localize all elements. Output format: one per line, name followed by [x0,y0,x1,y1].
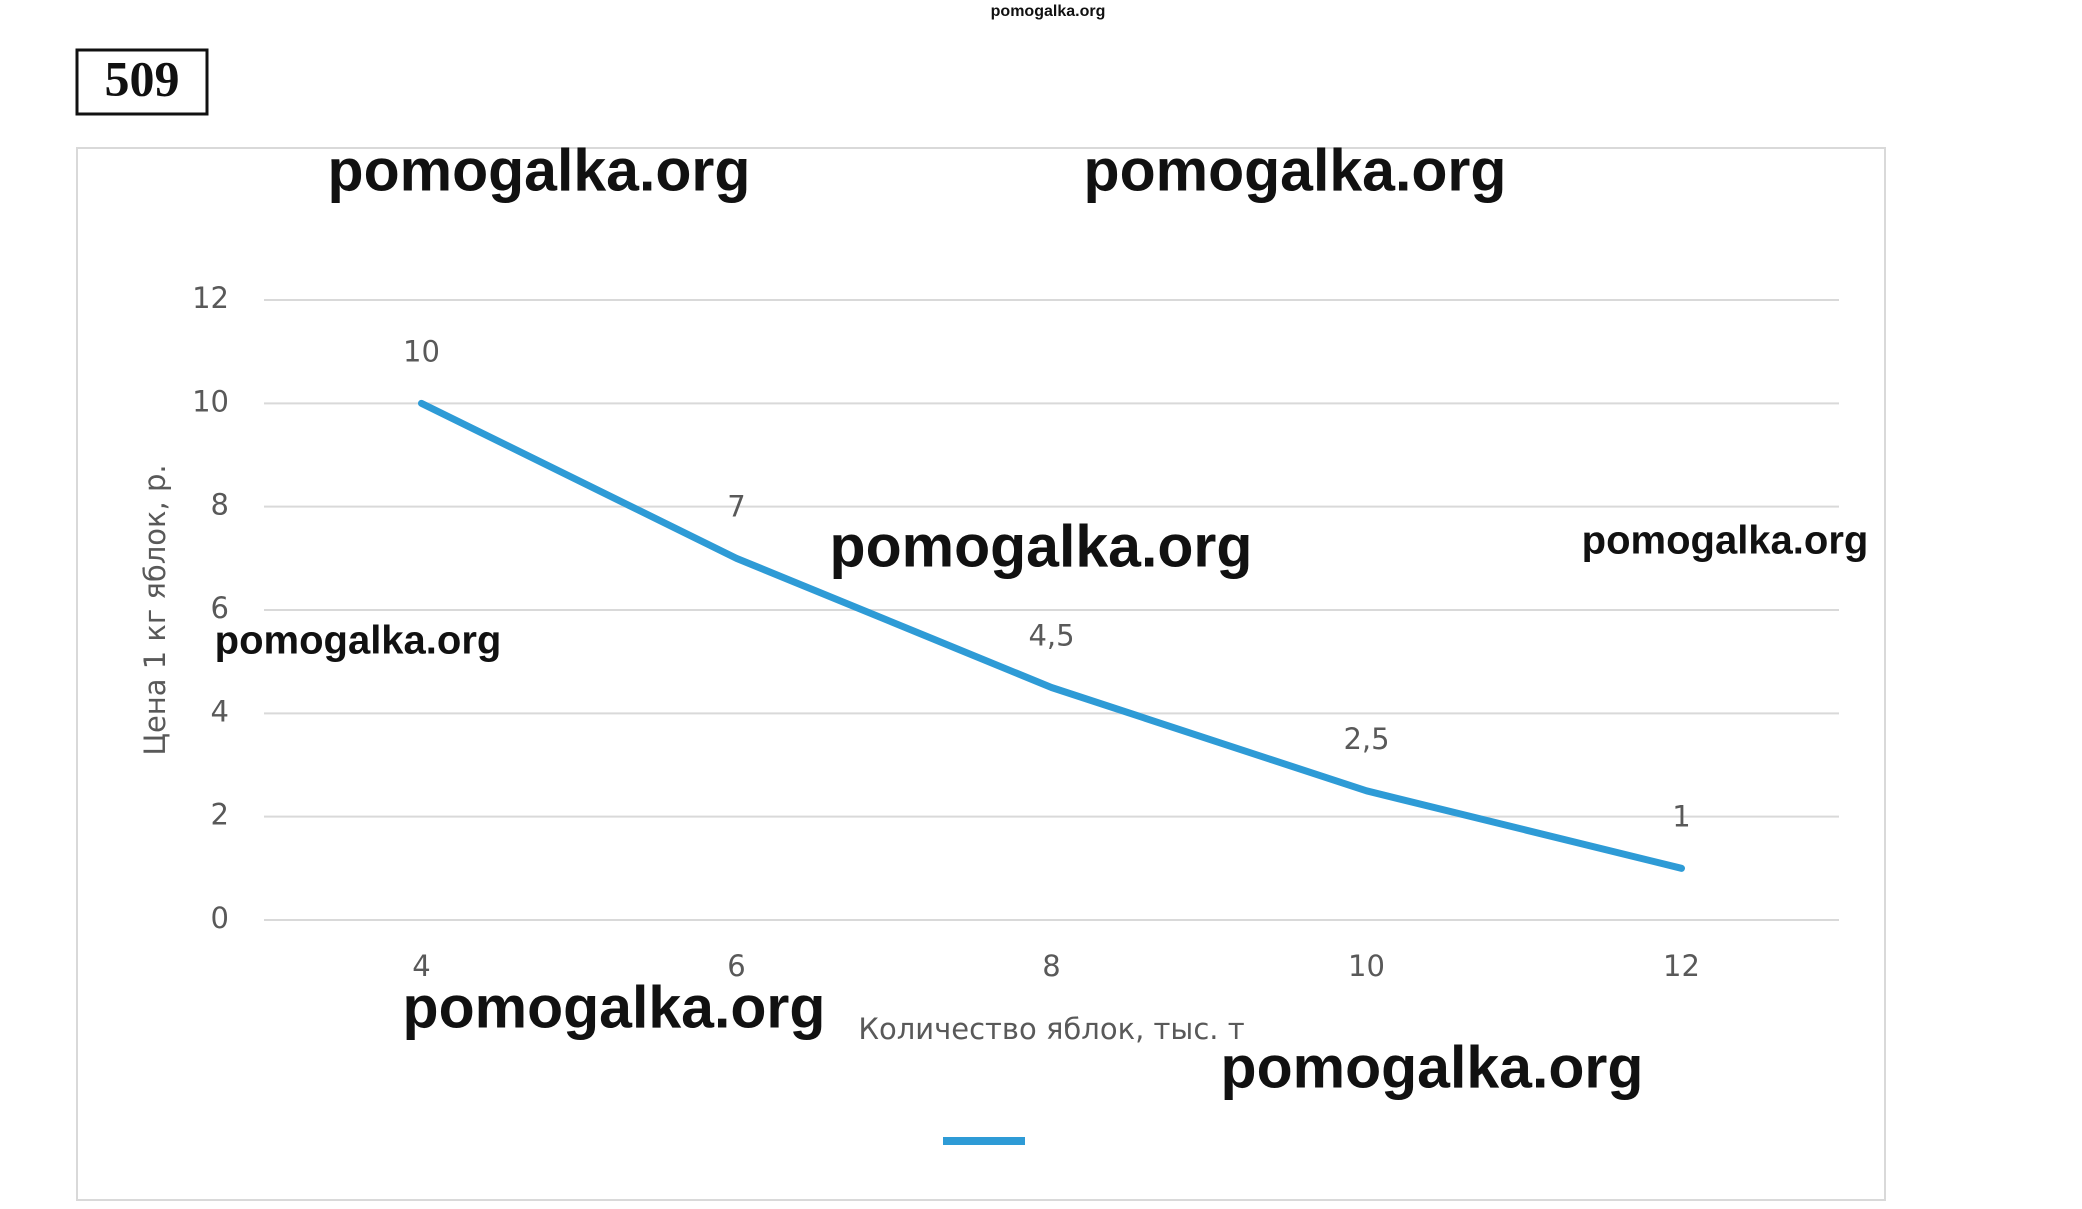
data-label: 4,5 [1028,619,1074,653]
data-label: 10 [403,334,440,368]
data-label: 1 [1672,799,1690,833]
x-tick-label: 12 [1663,949,1700,983]
x-tick-label: 8 [1042,949,1060,983]
data-label: 7 [727,489,745,523]
y-tick-label: 6 [211,591,229,625]
data-label: 2,5 [1343,722,1389,756]
y-tick-label: 8 [211,488,229,522]
x-tick-label: 4 [412,949,430,983]
x-axis-title: Количество яблок, тыс. т [858,1012,1244,1046]
y-tick-label: 12 [192,281,229,315]
y-tick-label: 2 [211,798,229,832]
y-axis-title: Цена 1 кг яблок, р. [138,464,172,755]
watermark: pomogalka.org [830,514,1253,580]
y-tick-label: 10 [192,384,229,418]
problem-box [75,48,209,116]
problem-number: 509 [105,50,180,106]
chart-frame [76,147,1886,1201]
y-tick-label: 4 [211,694,229,728]
line [418,399,1685,872]
watermark: pomogalka.org [1582,519,1869,563]
watermark: pomogalka.org [215,619,502,663]
watermark: pomogalka.org [991,3,1106,20]
y-tick-label: 0 [211,901,229,935]
watermark: pomogalka.org [328,138,751,204]
watermark: pomogalka.org [1221,1035,1644,1101]
watermark: pomogalka.org [403,975,826,1041]
x-tick-label: 6 [727,949,745,983]
watermark: pomogalka.org [1084,138,1507,204]
x-tick-label: 10 [1348,949,1385,983]
